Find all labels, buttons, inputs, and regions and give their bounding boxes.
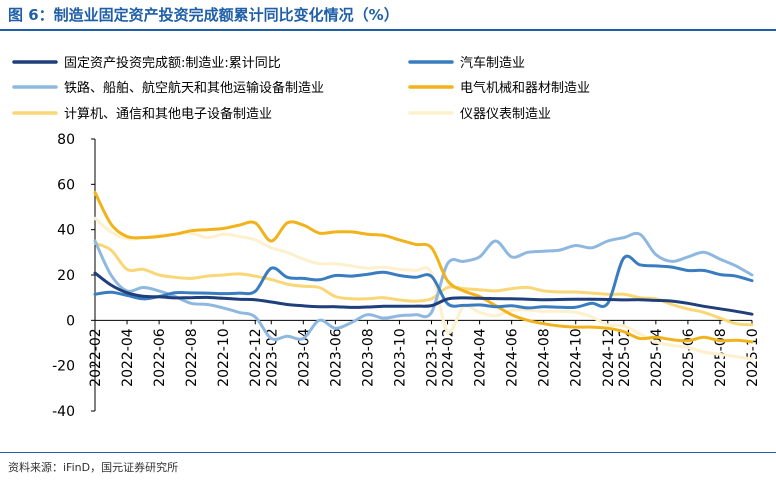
x-tick-label: 2022-04 [120, 328, 136, 387]
x-tick-label: 2022-10 [216, 328, 232, 387]
x-tick-label: 2024-06 [505, 328, 521, 387]
y-tick-label: 60 [57, 177, 75, 193]
source-note: 资料来源：iFinD，国元证券研究所 [8, 461, 179, 474]
y-tick-label: 20 [57, 268, 75, 284]
figure-title: 图 6：制造业固定资产投资完成额累计同比变化情况（%） [8, 6, 399, 24]
legend-label-5: 仪器仪表制造业 [460, 107, 551, 122]
series-line-5 [93, 216, 754, 361]
y-tick-label: -20 [52, 359, 75, 375]
series-line-2 [93, 231, 754, 341]
series-line-1 [93, 254, 754, 310]
x-tick-label: 2023-02 [264, 328, 280, 387]
series-line-4 [93, 241, 754, 327]
x-tick-label: 2022-08 [184, 328, 200, 387]
x-tick-label: 2022-02 [88, 328, 104, 387]
plot-area [93, 191, 754, 361]
x-tick-label: 2024-12 [601, 328, 617, 387]
x-tick-label: 2025-08 [713, 328, 729, 387]
source-rule [0, 452, 776, 453]
line-chart: 固定资产投资完成额:制造业:累计同比 汽车制造业铁路、船舶、航空航天和其他运输设备… [12, 55, 761, 420]
legend-label-0: 固定资产投资完成额:制造业:累计同比 [64, 55, 281, 71]
x-tick-label: 2024-04 [473, 328, 489, 387]
y-tick-label: 80 [57, 132, 75, 148]
legend-label-4: 计算机、通信和其他电子设备制造业 [64, 106, 272, 122]
series-line-3 [93, 191, 754, 344]
x-tick-label: 2022-06 [152, 328, 168, 387]
x-tick-label: 2023-08 [360, 328, 376, 387]
x-tick-label: 2023-06 [328, 328, 344, 387]
x-tick-label: 2024-02 [441, 328, 457, 387]
legend-label-3: 电气机械和器材制造业 [460, 80, 590, 96]
y-tick-label: -40 [52, 404, 75, 420]
y-tick-label: 0 [66, 313, 75, 329]
x-tick-label: 2025-02 [617, 328, 633, 387]
legend-label-1: 汽车制造业 [460, 55, 525, 71]
series-line-0 [93, 271, 754, 316]
legend-label-2: 铁路、船舶、航空航天和其他运输设备制造业 [64, 80, 324, 96]
x-tick-label: 2025-06 [681, 328, 697, 387]
x-tick-label: 2024-08 [537, 328, 553, 387]
x-tick-label: 2023-10 [392, 328, 408, 387]
legend: 固定资产投资完成额:制造业:累计同比 汽车制造业铁路、船舶、航空航天和其他运输设备… [12, 55, 590, 122]
title-rule [0, 29, 776, 31]
x-tick-label: 2023-12 [425, 328, 441, 387]
y-tick-label: 40 [57, 223, 75, 239]
x-tick-label: 2024-10 [569, 328, 585, 387]
x-tick-label: 2023-04 [296, 328, 312, 387]
x-tick-label: 2022-12 [248, 328, 264, 387]
